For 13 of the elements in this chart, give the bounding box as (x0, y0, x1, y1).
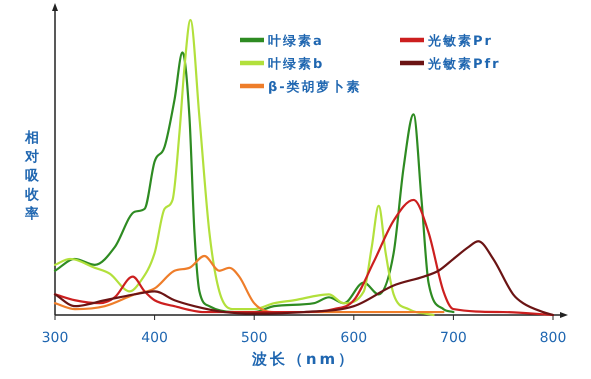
legend-label: 叶绿素a (268, 33, 324, 49)
x-tick-label: 800 (540, 330, 566, 346)
x-axis-title: 波长（nm） (250, 350, 356, 368)
legend-label: 叶绿素b (268, 56, 324, 72)
x-tick-label: 500 (240, 330, 268, 346)
x-tick-label: 300 (42, 330, 68, 346)
legend-label: 光敏素Pr (427, 33, 493, 49)
legend-label: β-类胡萝卜素 (268, 79, 362, 95)
x-tick-label: 600 (340, 330, 368, 346)
legend-label: 光敏素Pfr (427, 56, 501, 72)
y-axis-title: 相对吸收率 (24, 130, 40, 222)
x-tick-label: 400 (141, 330, 168, 346)
x-tick-label: 700 (440, 330, 467, 346)
